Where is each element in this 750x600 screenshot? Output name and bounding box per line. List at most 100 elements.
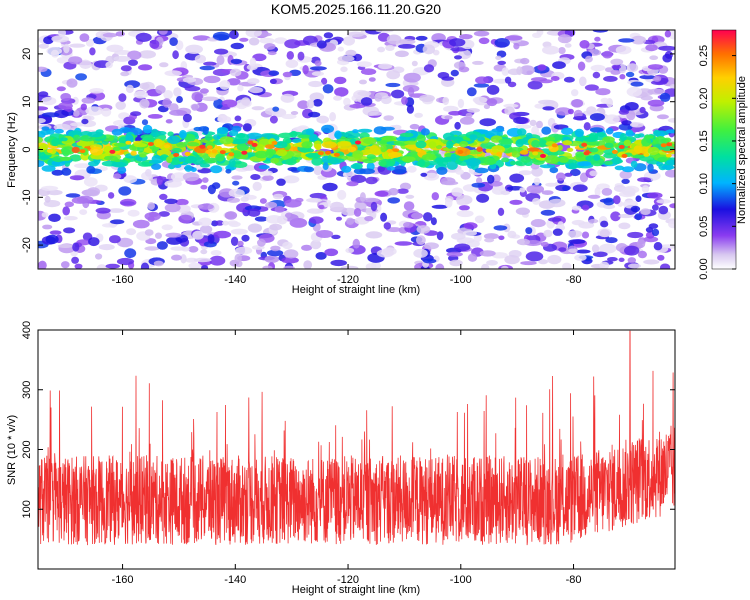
y-tick-label: 200 [21, 440, 33, 458]
heatmap-cell [158, 30, 168, 35]
heatmap-cell [515, 207, 531, 215]
heatmap-cell [282, 71, 293, 78]
heatmap-cell [621, 120, 632, 126]
heatmap-peak-cell [611, 149, 618, 154]
heatmap-cell [85, 106, 104, 116]
heatmap-cell [41, 96, 57, 106]
heatmap-cell [466, 87, 477, 97]
heatmap-cell [603, 197, 615, 206]
heatmap-cell [368, 77, 376, 82]
heatmap-band-cell [264, 144, 276, 150]
heatmap-cell [562, 262, 572, 269]
heatmap-cell [547, 198, 566, 208]
x-tick-label: -100 [450, 574, 472, 586]
heatmap-cell [495, 55, 502, 60]
heatmap-cell [74, 263, 83, 269]
heatmap-cell [649, 55, 659, 60]
heatmap-cell [394, 241, 413, 246]
heatmap-cell [604, 114, 620, 124]
heatmap-band-cell [508, 147, 524, 154]
heatmap-band-cell [539, 138, 547, 148]
heatmap-cell [285, 212, 294, 219]
heatmap-cell [211, 182, 221, 190]
heatmap-cell [449, 259, 463, 267]
heatmap-cell [442, 96, 450, 106]
heatmap-cell [557, 34, 572, 44]
heatmap-cell [456, 200, 466, 206]
heatmap-cell [226, 78, 241, 86]
x-tick-label: -160 [112, 274, 134, 286]
heatmap-cell [272, 193, 284, 200]
heatmap-cell [542, 45, 560, 55]
heatmap-cell [294, 197, 304, 203]
heatmap-cell [365, 207, 373, 216]
heatmap-band-cell [350, 164, 361, 169]
heatmap-cell [582, 204, 590, 211]
heatmap-band-cell [515, 161, 523, 166]
colorbar-ticks: 0.00 0.05 0.10 0.15 0.20 0.25 [698, 45, 736, 280]
heatmap-cell [423, 64, 435, 73]
heatmap-cell [651, 228, 660, 237]
heatmap-cell [558, 47, 566, 55]
heatmap-cell [537, 64, 547, 71]
heatmap-band-cell [542, 136, 556, 142]
heatmap-band-cell [516, 128, 527, 136]
colorbar-tick-label: 0.00 [698, 258, 710, 279]
heatmap-band-cell [388, 151, 402, 158]
heatmap-band-cell [611, 156, 622, 165]
heatmap-band-cell [88, 161, 99, 167]
heatmap-cell [525, 251, 544, 262]
heatmap-cell [323, 32, 334, 39]
heatmap-cell [221, 99, 238, 108]
heatmap-band-cell [141, 137, 158, 142]
heatmap-cell [547, 254, 562, 265]
heatmap-cell [229, 30, 239, 40]
heatmap-cell [414, 112, 423, 118]
heatmap-cell [322, 182, 338, 192]
heatmap-band-cell [382, 135, 398, 141]
heatmap-cell [222, 220, 229, 226]
heatmap-cell [41, 212, 49, 218]
heatmap-peak-cell [496, 151, 503, 156]
heatmap-band-cell [113, 142, 128, 147]
heatmap-band-cell [59, 156, 72, 161]
heatmap-cell [415, 35, 428, 41]
heatmap-cell [456, 210, 474, 218]
heatmap-band-cell [574, 128, 584, 138]
heatmap-cell [235, 246, 253, 255]
heatmap-cell [141, 119, 149, 126]
heatmap-cell [38, 66, 48, 72]
heatmap-cell [169, 109, 188, 116]
heatmap-band-cell [155, 131, 167, 136]
heatmap-band-cell [51, 169, 64, 176]
heatmap-cell [630, 81, 644, 87]
heatmap-cell [185, 44, 204, 54]
heatmap-band-cell [386, 166, 396, 171]
heatmap-cell [303, 260, 313, 269]
heatmap-band-cell [665, 129, 675, 134]
heatmap-cell [484, 237, 495, 243]
heatmap-cell [290, 111, 299, 115]
heatmap-peak-cell [215, 146, 222, 150]
heatmap-cell [577, 61, 586, 71]
heatmap-cell [526, 184, 545, 194]
heatmap-cell [492, 78, 509, 84]
heatmap-cell [568, 248, 578, 253]
heatmap-cell [501, 265, 509, 269]
heatmap-cell [172, 50, 179, 60]
heatmap-band-cell [418, 159, 426, 167]
heatmap-band-cell [657, 156, 668, 163]
heatmap-band-cell [87, 131, 103, 138]
heatmap-peak-cell [532, 151, 539, 156]
heatmap-cell [536, 120, 543, 129]
heatmap-cell [516, 66, 523, 76]
heatmap-band-cell [655, 136, 666, 145]
heatmap-band-cell [583, 137, 599, 143]
heatmap-cell [473, 30, 490, 37]
heatmap-cell [53, 123, 71, 131]
heatmap-cell [420, 172, 428, 177]
heatmap-peak-cell [621, 153, 628, 158]
heatmap-cell [340, 66, 348, 73]
heatmap-cell [192, 35, 211, 41]
heatmap-band-cell [604, 142, 614, 148]
